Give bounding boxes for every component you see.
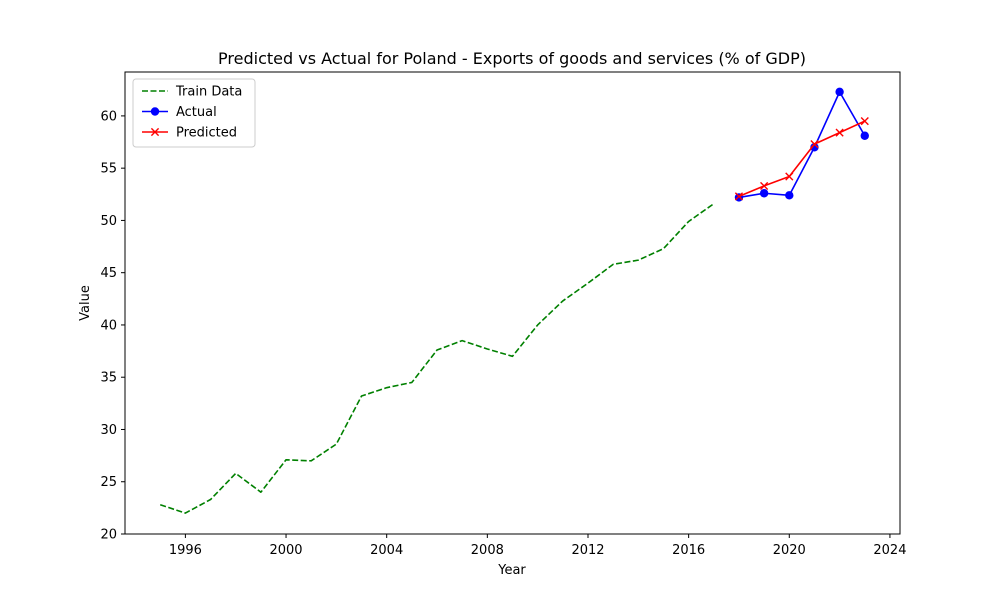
plot-frame	[124, 71, 901, 535]
data-point	[760, 181, 769, 191]
series-train-data	[159, 203, 715, 514]
legend-box	[132, 78, 256, 148]
series-actual	[734, 87, 869, 202]
x-axis-label: Year	[497, 563, 526, 578]
data-point	[785, 191, 794, 200]
legend-marker	[150, 127, 160, 137]
y-axis-label: Value	[78, 285, 93, 321]
legend-label: Predicted	[176, 126, 237, 141]
y-tick-label: 50	[100, 214, 117, 229]
series-line	[159, 203, 715, 514]
data-point	[835, 128, 844, 137]
plot-area	[159, 87, 869, 514]
y-tick-label: 25	[100, 475, 117, 490]
x-tick-label: 2004	[370, 543, 403, 558]
y-tick-label: 20	[100, 528, 117, 543]
legend-item: Predicted	[142, 126, 237, 141]
series-line	[738, 120, 866, 198]
data-point	[810, 140, 819, 149]
y-tick-label: 45	[100, 266, 117, 281]
x-tick-label: 2008	[471, 543, 504, 558]
x-tick-label: 2016	[672, 543, 705, 558]
x-tick-label: 2020	[773, 543, 806, 558]
y-tick-label: 60	[100, 109, 117, 124]
series-line	[738, 91, 866, 199]
legend-marker	[150, 107, 160, 116]
y-tick-label: 55	[100, 162, 117, 177]
chart-title: Predicted vs Actual for Poland - Exports…	[218, 49, 806, 68]
y-tick-label: 30	[100, 423, 117, 438]
data-point	[835, 87, 844, 97]
x-tick-label: 2000	[269, 543, 302, 558]
data-point	[860, 131, 869, 140]
x-tick-label: 2012	[571, 543, 604, 558]
data-point	[785, 172, 794, 181]
legend: Train Data Actual Predicted	[132, 78, 256, 148]
y-tick-label: 40	[100, 318, 117, 333]
data-point	[810, 143, 819, 152]
x-tick-label: 1996	[169, 543, 202, 558]
y-tick-label: 35	[100, 371, 117, 386]
legend-label: Train Data	[175, 85, 242, 100]
axes: 1996 2000 2004 2008 2012 2016 2020 2024 20 25 30 35…	[100, 71, 906, 558]
data-point	[734, 192, 744, 201]
legend-item: Train Data	[142, 85, 242, 100]
legend-item: Actual	[142, 105, 217, 120]
data-point	[759, 189, 769, 198]
x-tick-label: 2024	[873, 543, 906, 558]
legend-label: Actual	[176, 105, 217, 120]
series-predicted	[734, 117, 869, 201]
data-point	[860, 117, 869, 126]
